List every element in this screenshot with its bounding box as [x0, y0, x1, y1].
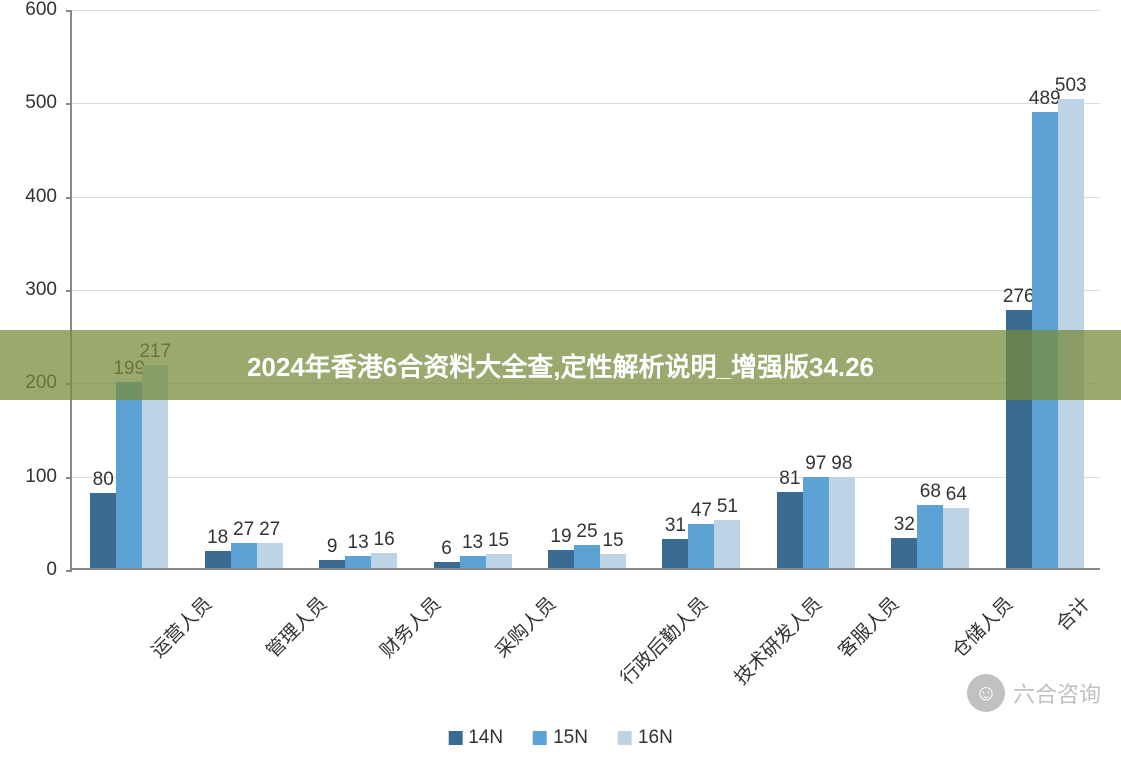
x-category-label: 合计	[1049, 590, 1095, 636]
bar: 64	[943, 508, 969, 568]
watermark-text: 六合咨询	[1013, 677, 1101, 709]
bar-group: 326864	[891, 505, 969, 568]
bar: 15	[600, 554, 626, 568]
bar: 31	[662, 539, 688, 568]
x-category-label: 运营人员	[144, 590, 217, 663]
gridline	[72, 290, 1100, 291]
bar-value-label: 6	[441, 538, 452, 560]
overlay-banner: 2024年香港6合资料大全查,定性解析说明_增强版34.26	[0, 330, 1121, 400]
bar: 13	[345, 556, 371, 568]
x-category-label: 管理人员	[259, 590, 332, 663]
bar: 51	[714, 520, 740, 568]
overlay-banner-text: 2024年香港6合资料大全查,定性解析说明_增强版34.26	[247, 347, 874, 384]
wechat-icon: ☺	[967, 674, 1005, 712]
bar-group: 314751	[662, 520, 740, 568]
x-axis-labels: 运营人员管理人员财务人员采购人员行政后勤人员技术研发人员客服人员仓储人员合计	[70, 580, 1100, 700]
x-category-label: 仓储人员	[946, 590, 1019, 663]
legend-item: 14N	[448, 727, 503, 749]
bar-value-label: 276	[1003, 286, 1035, 308]
bar-value-label: 13	[462, 532, 483, 554]
legend-label: 15N	[553, 727, 588, 749]
bar-value-label: 15	[488, 530, 509, 552]
legend-label: 14N	[468, 727, 503, 749]
bar-group: 819798	[777, 477, 855, 568]
legend-swatch	[533, 731, 547, 745]
bar-value-label: 18	[207, 527, 228, 549]
bar-group: 61315	[434, 554, 512, 568]
bar: 13	[460, 556, 486, 568]
y-tick-label: 100	[25, 466, 57, 488]
bar-group: 192515	[548, 545, 626, 568]
bar: 6	[434, 562, 460, 568]
bar: 16	[371, 553, 397, 568]
y-axis: 0100200300400500600	[20, 10, 65, 570]
bar-group: 91316	[319, 553, 397, 568]
bar: 47	[688, 524, 714, 568]
bar-value-label: 80	[93, 469, 114, 491]
legend: 14N 15N 16N	[448, 727, 673, 749]
bar-value-label: 32	[894, 514, 915, 536]
bar-value-label: 98	[831, 453, 852, 475]
legend-swatch	[618, 731, 632, 745]
bar-value-label: 31	[665, 515, 686, 537]
bar: 199	[116, 382, 142, 568]
gridline	[72, 103, 1100, 104]
y-tick-label: 500	[25, 92, 57, 114]
bar: 9	[319, 560, 345, 568]
bar: 15	[486, 554, 512, 568]
chart-container: 0100200300400500600 80199217182727913166…	[20, 10, 1100, 620]
y-tick-label: 300	[25, 279, 57, 301]
bar-value-label: 19	[550, 526, 571, 548]
bar-value-label: 15	[602, 530, 623, 552]
bar-value-label: 27	[233, 519, 254, 541]
bar: 32	[891, 538, 917, 568]
x-category-label: 客服人员	[831, 590, 904, 663]
y-tick-label: 400	[25, 186, 57, 208]
gridline	[72, 197, 1100, 198]
bar-value-label: 64	[946, 484, 967, 506]
legend-item: 15N	[533, 727, 588, 749]
bar: 25	[574, 545, 600, 568]
bar-value-label: 13	[348, 532, 369, 554]
bar-value-label: 47	[691, 500, 712, 522]
bar-value-label: 51	[717, 496, 738, 518]
bar-value-label: 81	[779, 468, 800, 490]
bar: 19	[548, 550, 574, 568]
legend-label: 16N	[638, 727, 673, 749]
y-tick-label: 0	[46, 559, 57, 581]
bar: 98	[829, 477, 855, 568]
bar: 80	[90, 493, 116, 568]
y-tick-label: 600	[25, 0, 57, 21]
bar: 18	[205, 551, 231, 568]
bar-value-label: 25	[576, 521, 597, 543]
legend-swatch	[448, 731, 462, 745]
legend-item: 16N	[618, 727, 673, 749]
bar-value-label: 16	[374, 529, 395, 551]
bar-value-label: 68	[920, 481, 941, 503]
x-category-label: 财务人员	[373, 590, 446, 663]
bar-value-label: 503	[1055, 75, 1087, 97]
x-category-label: 行政后勤人员	[613, 590, 713, 690]
bar: 97	[803, 477, 829, 568]
plot-area: 8019921718272791316613151925153147518197…	[70, 10, 1100, 570]
gridline	[72, 10, 1100, 11]
bar-value-label: 27	[259, 519, 280, 541]
x-category-label: 技术研发人员	[728, 590, 828, 690]
gridline	[72, 477, 1100, 478]
bar-value-label: 9	[327, 536, 338, 558]
bar: 27	[231, 543, 257, 568]
bar-group: 182727	[205, 543, 283, 568]
x-category-label: 采购人员	[488, 590, 561, 663]
watermark: ☺ 六合咨询	[967, 674, 1101, 712]
bar-value-label: 97	[805, 453, 826, 475]
bar: 27	[257, 543, 283, 568]
y-tick-mark	[66, 570, 72, 572]
bar: 81	[777, 492, 803, 568]
bar: 68	[917, 505, 943, 568]
